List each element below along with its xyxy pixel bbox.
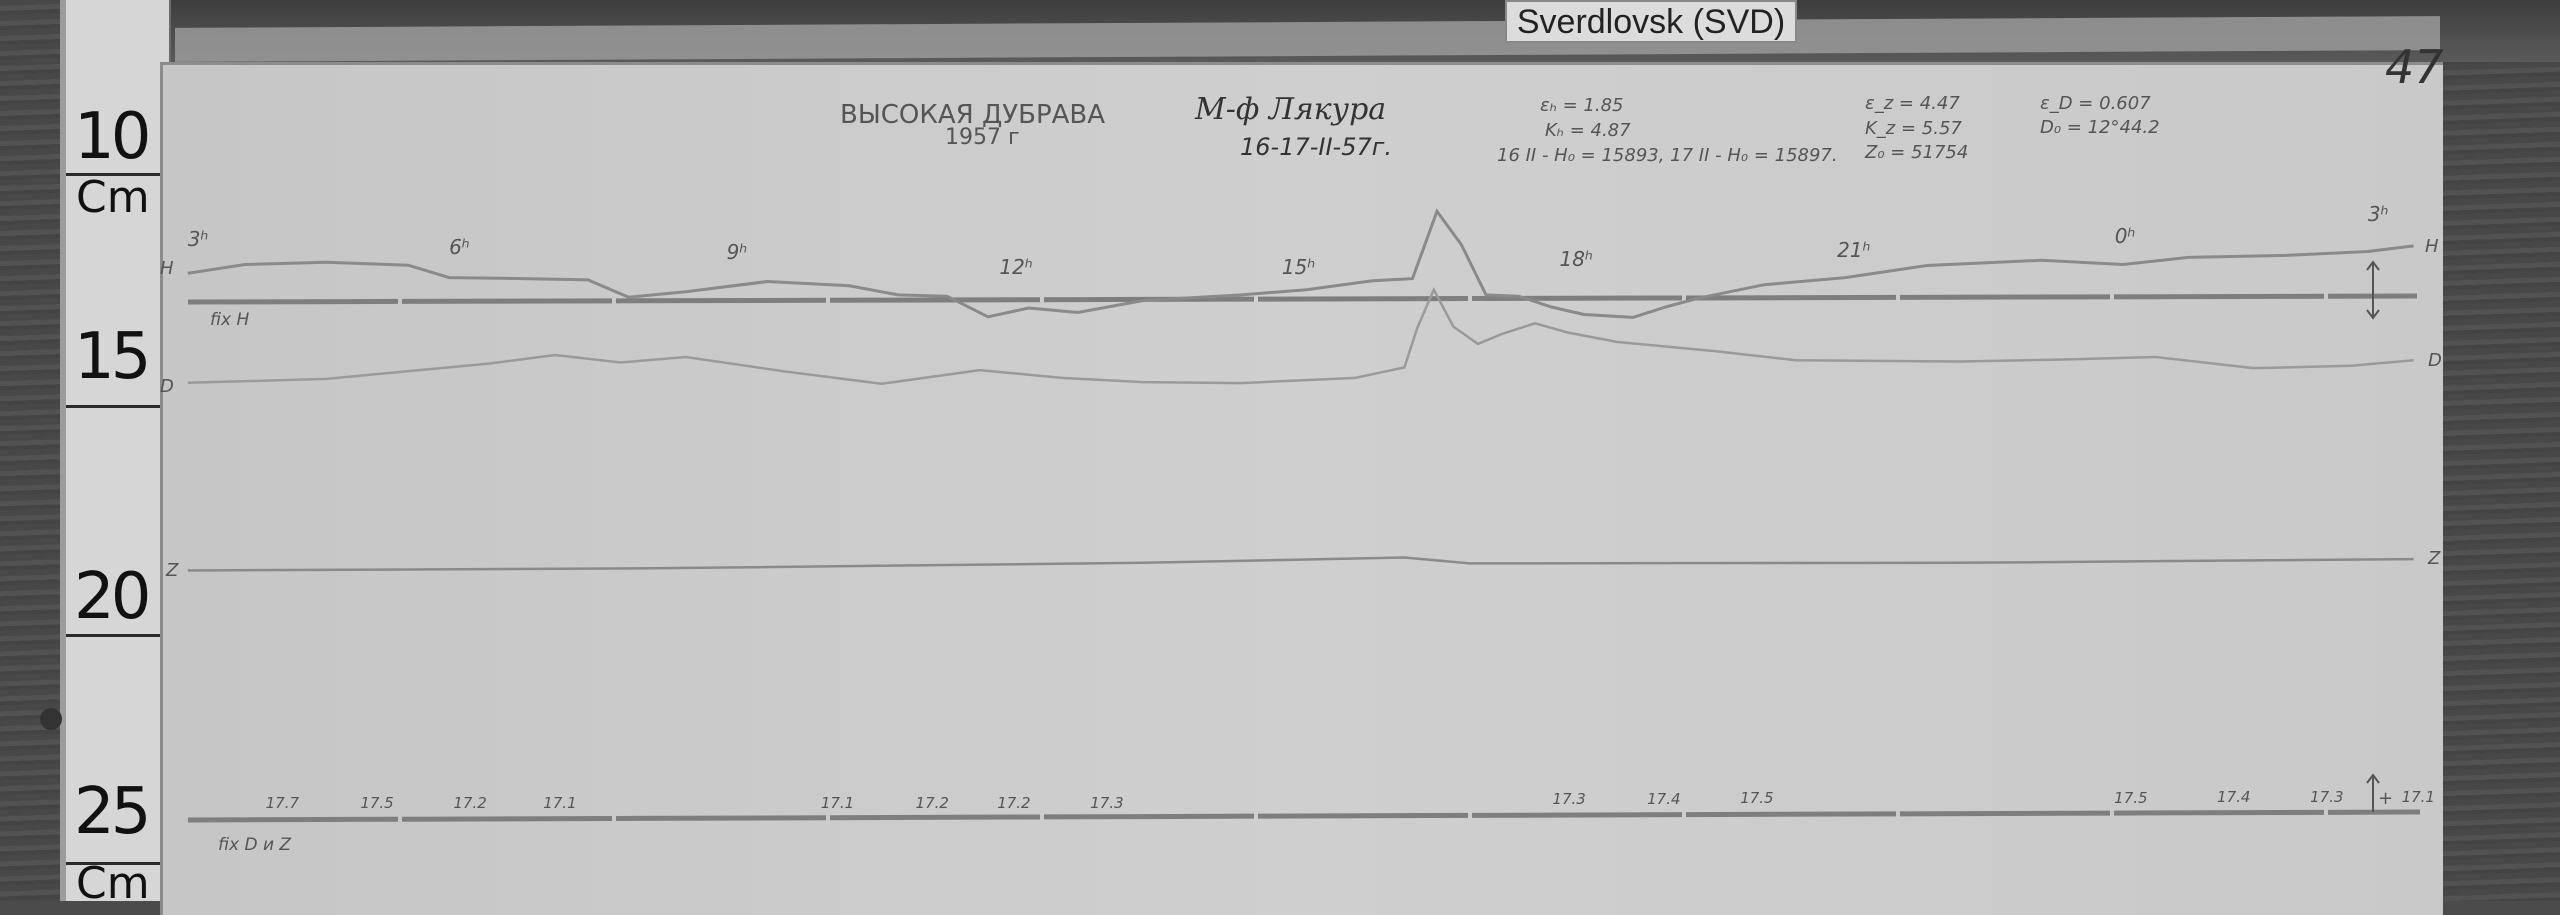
hour-mark: 3ʰ (2367, 202, 2389, 227)
h-base: 16 II - H₀ = 15893, 17 II - H₀ = 15897. (1497, 145, 1838, 166)
ruler-mark: 15 (74, 320, 151, 394)
temperature-mark: 17.2 (915, 794, 949, 812)
hour-mark: 3ʰ (187, 226, 209, 251)
station-label: Sverdlovsk (SVD) (1505, 0, 1797, 43)
hour-mark: 6ʰ (449, 235, 470, 260)
arrow-scale-dz (2366, 773, 2380, 812)
scale-h: εₕ = 1.85 (1540, 95, 1624, 116)
z-base: Z₀ = 51754 (1865, 142, 1969, 163)
trace-label-h: H (160, 258, 174, 279)
observer: М-ф Лякура (1195, 92, 1387, 127)
trace-d (187, 286, 2414, 386)
trace-label-z-right: Z (2428, 548, 2441, 569)
temperature-mark: 17.4 (1647, 789, 1681, 808)
trace-h (187, 208, 2414, 319)
scale-d: ε_D = 0.607 (2040, 93, 2151, 114)
plus-sign: + (2378, 788, 2394, 809)
temperature-mark: 17.1 (820, 794, 855, 812)
d-base: D₀ = 12°44.2 (2040, 117, 2160, 138)
temperature-mark: 17.5 (1740, 789, 1774, 807)
temperature-mark: 17.5 (360, 794, 394, 812)
ruler-line (66, 634, 169, 637)
temperature-mark: 17.3 (1090, 794, 1124, 812)
hour-mark: 0ʰ (2114, 223, 2136, 248)
trace-label-d: D (160, 376, 174, 397)
hour-mark: 15ʰ (1281, 254, 1316, 279)
temperature-mark: 17.2 (453, 794, 487, 812)
trace-label-z: Z (166, 560, 179, 581)
ruler-line (66, 173, 169, 176)
ruler-mark: 20 (74, 560, 151, 634)
trace-z (187, 556, 2414, 572)
trace-label-d-right: D (2428, 350, 2442, 371)
ruler-hole (40, 708, 62, 730)
fix-h-baseline (187, 293, 2418, 305)
temperature-mark: 17.1 (2401, 788, 2435, 806)
arrow-scale-h (2366, 260, 2380, 320)
ruler-mark: 10 (74, 100, 151, 174)
temperature-mark: 17.1 (543, 794, 577, 812)
fix-dz-baseline (187, 809, 2421, 823)
temperature-mark: 17.4 (2217, 788, 2251, 806)
hour-mark: 9ʰ (726, 240, 748, 264)
temperature-mark: 17.3 (1552, 790, 1586, 808)
ruler-mark: 25 (74, 775, 151, 849)
fix-h-label: fix H (210, 310, 250, 330)
hour-mark: 18ʰ (1559, 246, 1593, 271)
temperature-mark: 17.5 (2114, 788, 2148, 807)
temperature-mark: 17.7 (265, 794, 300, 812)
ruler-line (66, 405, 169, 408)
record-date: 16-17-II-57г. (1240, 133, 1392, 161)
temperature-mark: 17.3 (2310, 787, 2344, 806)
fix-dz-label: fix D и Z (218, 835, 292, 855)
ruler: 10 Cm 15 20 25 Cm (60, 0, 171, 909)
magnetogram-sheet (160, 62, 2443, 915)
ruler-unit: Cm (76, 172, 150, 223)
year: 1957 г (945, 125, 1020, 150)
scale-z: ε_z = 4.47 (1865, 93, 1960, 114)
ruler-line (66, 862, 169, 865)
page-number: 47 (2385, 40, 2444, 94)
k-h: Kₕ = 4.87 (1545, 120, 1631, 141)
trace-label-h-right: H (2425, 236, 2439, 257)
temperature-mark: 17.2 (997, 794, 1031, 812)
hour-mark: 21ʰ (1837, 238, 1871, 263)
station-name: ВЫСОКАЯ ДУБРАВА (840, 100, 1106, 130)
k-z: K_z = 5.57 (1865, 118, 1962, 139)
hour-mark: 12ʰ (999, 254, 1033, 279)
